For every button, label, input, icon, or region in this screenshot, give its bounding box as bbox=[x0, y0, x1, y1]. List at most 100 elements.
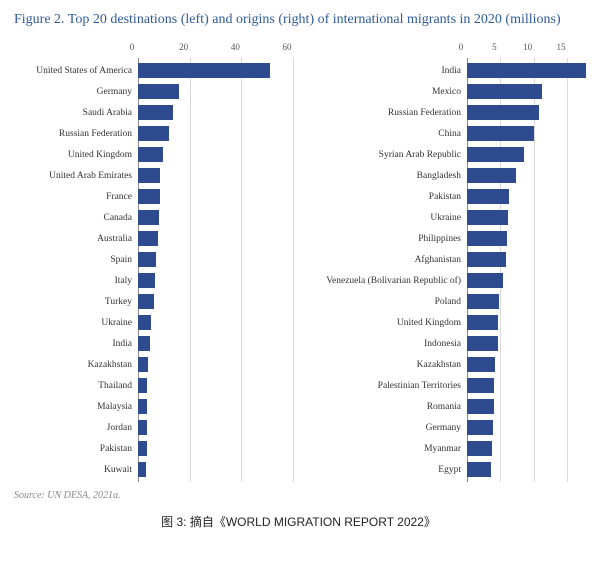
bar-row: Pakistan bbox=[311, 186, 587, 207]
category-label: Russian Federation bbox=[14, 129, 138, 139]
axis-tick: 60 bbox=[283, 42, 292, 52]
category-label: Pakistan bbox=[14, 444, 138, 454]
bar-track bbox=[467, 270, 587, 291]
bar-track bbox=[138, 375, 293, 396]
bar-row: Italy bbox=[14, 270, 293, 291]
bar-row: Thailand bbox=[14, 375, 293, 396]
bar bbox=[467, 315, 498, 330]
bar-row: United Arab Emirates bbox=[14, 165, 293, 186]
bar-row: Ukraine bbox=[311, 207, 587, 228]
bar bbox=[467, 168, 516, 183]
category-label: China bbox=[311, 129, 467, 139]
bar bbox=[467, 441, 492, 456]
axis-tick: 20 bbox=[179, 42, 188, 52]
bar-track bbox=[467, 60, 587, 81]
bar-row: Palestinian Territories bbox=[311, 375, 587, 396]
bar-track bbox=[138, 144, 293, 165]
bar-row: Malaysia bbox=[14, 396, 293, 417]
bar bbox=[467, 189, 509, 204]
bar-track bbox=[467, 417, 587, 438]
category-label: Turkey bbox=[14, 297, 138, 307]
category-label: Philippines bbox=[311, 234, 467, 244]
figure-caption: 图 3: 摘自《WORLD MIGRATION REPORT 2022》 bbox=[14, 513, 583, 530]
bar-row: Myanmar bbox=[311, 438, 587, 459]
category-label: Kazakhstan bbox=[311, 360, 467, 370]
axis-tick: 15 bbox=[557, 42, 566, 52]
bar-row: United Kingdom bbox=[311, 312, 587, 333]
x-axis-origins: 051015 bbox=[311, 42, 587, 56]
bar-track bbox=[138, 123, 293, 144]
bar-track bbox=[467, 165, 587, 186]
bar-track bbox=[467, 354, 587, 375]
bar bbox=[467, 273, 503, 288]
bar bbox=[138, 63, 270, 78]
bar bbox=[138, 126, 169, 141]
bar bbox=[138, 189, 160, 204]
bar bbox=[467, 84, 542, 99]
bar-row: Venezuela (Bolivarian Republic of) bbox=[311, 270, 587, 291]
bar bbox=[138, 378, 147, 393]
x-axis-destinations: 0204060 bbox=[14, 42, 293, 56]
bar-track bbox=[467, 207, 587, 228]
bar-row: Mexico bbox=[311, 81, 587, 102]
bar-track bbox=[138, 312, 293, 333]
category-label: Kazakhstan bbox=[14, 360, 138, 370]
bar-row: Afghanistan bbox=[311, 249, 587, 270]
bar bbox=[138, 231, 158, 246]
bar bbox=[138, 273, 155, 288]
bar-track bbox=[467, 375, 587, 396]
bar bbox=[467, 231, 507, 246]
bar-row: Kazakhstan bbox=[14, 354, 293, 375]
bar-track bbox=[467, 249, 587, 270]
category-label: Germany bbox=[14, 87, 138, 97]
bar-track bbox=[138, 102, 293, 123]
bar-track bbox=[467, 396, 587, 417]
bar-row: Germany bbox=[14, 81, 293, 102]
bar-track bbox=[138, 333, 293, 354]
category-label: Mexico bbox=[311, 87, 467, 97]
bar-track bbox=[467, 228, 587, 249]
bar-row: Germany bbox=[311, 417, 587, 438]
bar-track bbox=[467, 459, 587, 480]
category-label: Canada bbox=[14, 213, 138, 223]
figure-title: Figure 2. Top 20 destinations (left) and… bbox=[14, 12, 583, 28]
bar-row: Indonesia bbox=[311, 333, 587, 354]
bar bbox=[138, 315, 151, 330]
bar-track bbox=[138, 60, 293, 81]
bar bbox=[138, 462, 146, 477]
bar bbox=[138, 336, 150, 351]
bar-row: Ukraine bbox=[14, 312, 293, 333]
bar bbox=[467, 126, 534, 141]
bar-row: United States of America bbox=[14, 60, 293, 81]
bar-track bbox=[138, 459, 293, 480]
category-label: India bbox=[14, 339, 138, 349]
bar-track bbox=[467, 333, 587, 354]
bar bbox=[467, 105, 539, 120]
category-label: Pakistan bbox=[311, 192, 467, 202]
category-label: Afghanistan bbox=[311, 255, 467, 265]
category-label: Romania bbox=[311, 402, 467, 412]
bar-row: Saudi Arabia bbox=[14, 102, 293, 123]
bar-row: Pakistan bbox=[14, 438, 293, 459]
bar-row: Canada bbox=[14, 207, 293, 228]
bar-track bbox=[138, 207, 293, 228]
bar-track bbox=[138, 354, 293, 375]
bar-row: Egypt bbox=[311, 459, 587, 480]
bar-row: Syrian Arab Republic bbox=[311, 144, 587, 165]
bar bbox=[467, 336, 498, 351]
bar bbox=[138, 105, 173, 120]
bar-track bbox=[467, 438, 587, 459]
origins-panel: 051015IndiaMexicoRussian FederationChina… bbox=[311, 42, 587, 480]
category-label: Ukraine bbox=[14, 318, 138, 328]
bar-row: Romania bbox=[311, 396, 587, 417]
category-label: Australia bbox=[14, 234, 138, 244]
bar-track bbox=[467, 144, 587, 165]
category-label: Germany bbox=[311, 423, 467, 433]
bar-track bbox=[138, 270, 293, 291]
category-label: United Kingdom bbox=[311, 318, 467, 328]
category-label: India bbox=[311, 66, 467, 76]
bar bbox=[467, 378, 494, 393]
bar bbox=[467, 294, 499, 309]
category-label: Ukraine bbox=[311, 213, 467, 223]
bar-row: Kazakhstan bbox=[311, 354, 587, 375]
